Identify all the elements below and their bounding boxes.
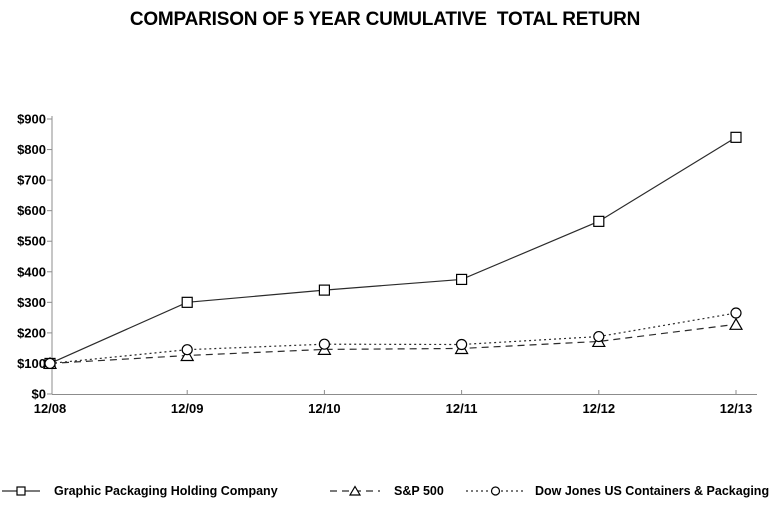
x-tick-label: 12/12 xyxy=(583,401,616,416)
y-tick-label: $500 xyxy=(17,234,46,249)
circle-marker-icon xyxy=(44,357,56,370)
circle-marker-icon xyxy=(593,330,605,343)
square-marker-icon xyxy=(16,486,26,496)
legend-sample-dashed-triangle-icon xyxy=(330,485,380,496)
y-tick-label: $200 xyxy=(17,325,46,340)
legend-item-graphic-packaging: Graphic Packaging Holding Company xyxy=(2,480,278,502)
x-tick-label: 12/13 xyxy=(720,401,753,416)
legend-sample-solid-square-icon xyxy=(2,486,40,496)
square-marker-icon xyxy=(730,131,742,143)
legend-item-dow-jones: Dow Jones US Containers & Packaging xyxy=(466,480,769,502)
legend-label: Dow Jones US Containers & Packaging xyxy=(535,484,770,498)
y-tick-label: $100 xyxy=(17,356,46,371)
circle-marker-icon xyxy=(318,338,330,350)
series-line-0 xyxy=(49,136,737,364)
y-tick-label: $300 xyxy=(17,295,46,310)
x-tick-label: 12/08 xyxy=(34,401,67,416)
legend-sample-dotted-circle-icon xyxy=(466,486,525,496)
chart-legend: Graphic Packaging Holding Company S&P 50… xyxy=(0,480,770,502)
square-marker-icon xyxy=(593,215,605,227)
square-marker-icon xyxy=(456,273,468,286)
chart-title: COMPARISON OF 5 YEAR CUMULATIVE TOTAL RE… xyxy=(129,9,641,30)
y-tick-label: $900 xyxy=(17,112,46,127)
series-line-1 xyxy=(49,323,737,365)
circle-marker-icon xyxy=(181,344,193,356)
circle-marker-icon xyxy=(730,307,742,319)
legend-label: S&P 500 xyxy=(394,484,444,498)
triangle-marker-icon xyxy=(348,485,362,496)
legend-label: Graphic Packaging Holding Company xyxy=(54,484,278,498)
line-chart: $0 $100 $200 $300 $400 $500 $600 $700 $800 $900 12… xyxy=(17,112,757,416)
y-tick-label: $800 xyxy=(17,142,46,157)
square-marker-icon xyxy=(181,296,193,308)
y-tick-label: $700 xyxy=(17,173,46,188)
series-line-2 xyxy=(49,312,737,365)
square-marker-icon xyxy=(318,284,330,296)
legend-item-sp500: S&P 500 xyxy=(330,480,444,502)
x-tick-label: 12/11 xyxy=(446,401,478,416)
y-tick-label: $400 xyxy=(17,264,46,279)
y-tick-label: $600 xyxy=(17,203,46,218)
circle-marker-icon xyxy=(490,486,501,496)
y-tick-label: $0 xyxy=(32,387,46,402)
triangle-marker-icon xyxy=(728,317,744,330)
x-tick-label: 12/10 xyxy=(308,401,341,416)
x-tick-label: 12/09 xyxy=(171,401,204,416)
circle-marker-icon xyxy=(456,338,468,351)
